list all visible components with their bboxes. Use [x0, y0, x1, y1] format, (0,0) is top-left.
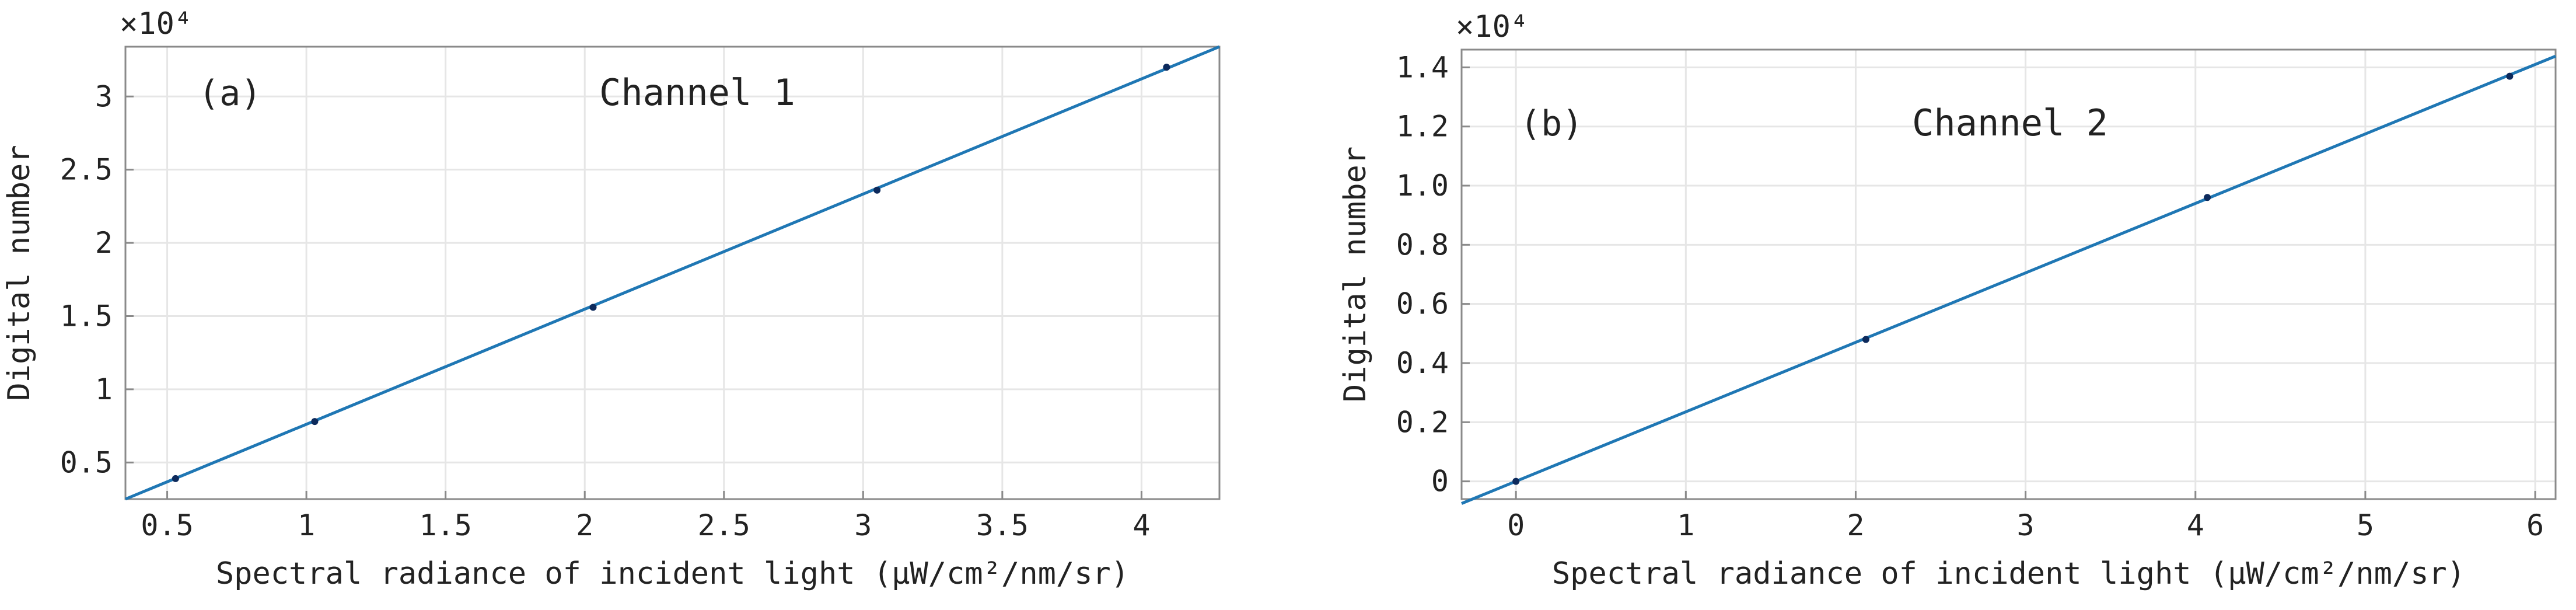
x-tick-label: 6	[2526, 508, 2544, 542]
x-tick-label: 2.5	[698, 508, 750, 542]
y-tick-label: 1.2	[1396, 110, 1449, 144]
x-tick-label: 4	[2187, 508, 2204, 542]
x-tick-label: 0	[1507, 508, 1525, 542]
x-axis-label: Spectral radiance of incident light (μW/…	[216, 556, 1129, 591]
x-tick-label: 3.5	[976, 508, 1029, 542]
data-point	[589, 304, 597, 311]
data-point	[873, 186, 881, 194]
chart-panel-channel-1: 0.5 1 1.5 2 2.5 3 3.5 4 0.5 1 1.5 2 2.5 3 ×10⁴ (a) Ch…	[2, 6, 1221, 591]
data-points	[172, 64, 1170, 482]
fit-line	[125, 45, 1220, 501]
y-tick-label: 0.5	[60, 445, 113, 479]
y-axis-label: Digital number	[1338, 147, 1373, 402]
y-tick-label: 0.8	[1396, 228, 1449, 262]
y-tick-label: 1.4	[1396, 50, 1449, 84]
x-axis-label: Spectral radiance of incident light (μW/…	[1552, 556, 2465, 591]
x-tick-label: 5	[2357, 508, 2374, 542]
data-point	[1163, 64, 1170, 71]
axis-ticks: 0.5 1 1.5 2 2.5 3 3.5 4 0.5 1 1.5 2 2.5 3	[60, 79, 1151, 542]
x-tick-label: 1.5	[420, 508, 472, 542]
data-point	[2506, 72, 2514, 80]
y-tick-label: 0.4	[1396, 346, 1449, 380]
panel-label: (a)	[198, 73, 261, 114]
y-axis-label: Digital number	[2, 145, 37, 400]
plot-frame	[1460, 48, 2557, 500]
y-tick-label: 2.5	[60, 153, 113, 187]
y-tick-label: 0	[1431, 465, 1449, 499]
x-tick-label: 2	[1847, 508, 1864, 542]
chart-title: Channel 1	[599, 71, 795, 114]
x-tick-label: 1	[1677, 508, 1694, 542]
data-point	[1862, 336, 1869, 343]
y-tick-label: 2	[95, 226, 113, 260]
x-tick-label: 4	[1133, 508, 1150, 542]
y-tick-label: 1.5	[60, 299, 113, 333]
data-points	[1512, 72, 2514, 485]
data-point	[311, 418, 319, 426]
y-tick-label: 1	[95, 372, 113, 406]
y-tick-label: 3	[95, 79, 113, 113]
x-tick-label: 1	[298, 508, 315, 542]
grid-lines	[125, 47, 1219, 499]
data-point	[2204, 194, 2211, 201]
data-point	[172, 475, 179, 482]
axis-ticks: 0 1 2 3 4 5 6 0 0.2 0.4 0.6 0.8 1.0 1.2 1.4	[1396, 50, 2544, 542]
data-point	[1512, 477, 1520, 485]
plot-frame	[124, 46, 1221, 500]
x-tick-label: 3	[854, 508, 872, 542]
y-multiplier: ×10⁴	[1456, 9, 1529, 44]
chart-panel-channel-2: 0 1 2 3 4 5 6 0 0.2 0.4 0.6 0.8 1.0 1.2 1.4 ×10⁴ (b) C…	[1338, 9, 2557, 591]
panel-label: (b)	[1520, 103, 1583, 144]
y-tick-label: 0.6	[1396, 287, 1449, 321]
grid-lines	[1462, 50, 2556, 499]
x-tick-label: 3	[2017, 508, 2035, 542]
y-multiplier: ×10⁴	[120, 6, 193, 41]
fit-line	[1461, 54, 2556, 505]
x-tick-label: 0.5	[141, 508, 193, 542]
chart-title: Channel 2	[1912, 102, 2108, 144]
x-tick-label: 2	[576, 508, 593, 542]
y-tick-label: 1.0	[1396, 169, 1449, 203]
y-tick-label: 0.2	[1396, 405, 1449, 439]
